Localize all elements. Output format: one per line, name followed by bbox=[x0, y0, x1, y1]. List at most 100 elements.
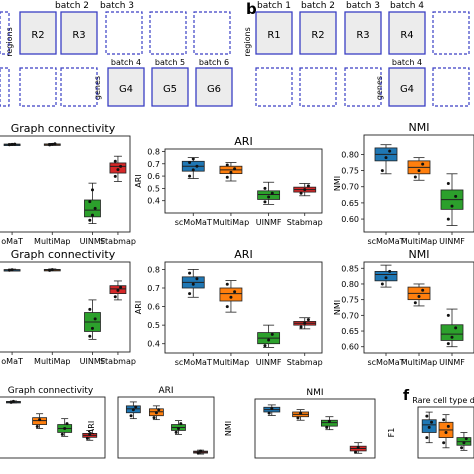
b-dashed-cell bbox=[344, 67, 382, 107]
plot-frame bbox=[0, 396, 106, 459]
data-point bbox=[88, 218, 92, 222]
a-cell-g6: G6 bbox=[207, 84, 221, 95]
data-point bbox=[7, 268, 11, 272]
data-point bbox=[225, 175, 229, 179]
chart-title: ARI bbox=[234, 135, 252, 148]
data-point bbox=[425, 436, 429, 440]
data-point bbox=[60, 432, 64, 436]
x-tick-label: Stabmap bbox=[100, 357, 136, 366]
x-tick-label: oMaT bbox=[1, 357, 23, 366]
data-point bbox=[303, 188, 307, 192]
data-point bbox=[50, 268, 54, 272]
y-tick-label: 0.60 bbox=[341, 343, 359, 352]
plot-frame bbox=[164, 261, 323, 354]
x-tick-label: UINMF bbox=[80, 357, 106, 366]
data-point bbox=[116, 168, 120, 172]
data-point bbox=[413, 301, 417, 305]
x-tick-label: scMoMaT bbox=[367, 358, 404, 367]
a-bottom-label-2: batch 6 bbox=[199, 58, 229, 67]
data-point bbox=[53, 142, 57, 146]
data-point bbox=[191, 168, 195, 172]
data-point bbox=[191, 282, 195, 286]
data-point bbox=[195, 277, 199, 281]
x-tick-label: MultiMap bbox=[213, 358, 249, 367]
data-point bbox=[233, 167, 237, 171]
data-point bbox=[154, 411, 158, 415]
data-point bbox=[270, 406, 274, 410]
b-cell-r1: R1 bbox=[267, 30, 280, 41]
y-axis-label: NMI bbox=[333, 300, 342, 315]
data-point bbox=[267, 411, 271, 415]
chart-title: Graph connectivity bbox=[11, 248, 116, 261]
data-point bbox=[10, 142, 14, 146]
a-solid-cell-r2 bbox=[19, 11, 57, 55]
data-point bbox=[380, 282, 384, 286]
data-point bbox=[356, 445, 360, 449]
data-point bbox=[306, 318, 310, 322]
b-top-label-0: batch 1 bbox=[257, 1, 291, 11]
data-point bbox=[116, 288, 120, 292]
b-solid-cell-r1 bbox=[255, 11, 293, 55]
y-axis-label: ARI bbox=[134, 301, 143, 314]
data-point bbox=[327, 419, 331, 423]
x-tick-label: scMoMaT bbox=[367, 237, 404, 246]
data-point bbox=[119, 164, 123, 168]
data-point bbox=[85, 436, 89, 440]
chart-title: NMI bbox=[306, 388, 323, 398]
y-tick-label: 0.65 bbox=[341, 199, 359, 208]
panel-b-letter: b bbox=[246, 0, 257, 18]
data-point bbox=[174, 430, 178, 434]
y-axis-label: NMI bbox=[224, 421, 233, 436]
chart-title: NMI bbox=[409, 248, 430, 261]
data-point bbox=[270, 332, 274, 336]
box-chart-6: Graph connectivity bbox=[0, 386, 106, 459]
a-dashed-cell bbox=[0, 67, 10, 107]
data-point bbox=[421, 162, 425, 166]
y-axis-label: F1 bbox=[387, 428, 396, 438]
data-point bbox=[48, 268, 52, 272]
x-tick-label: UINMF bbox=[256, 218, 282, 227]
b-side-label-regions: regions bbox=[243, 27, 252, 56]
x-tick-label: Stabmap bbox=[287, 358, 323, 367]
x-tick-label: MultiMap bbox=[401, 237, 437, 246]
box-chart-9: Rare cell type de F1 bbox=[387, 396, 474, 459]
x-tick-label: MultiMap bbox=[34, 357, 70, 366]
plot-frame bbox=[0, 261, 131, 353]
data-point bbox=[462, 441, 466, 445]
b-solid-cell-g4 bbox=[388, 67, 426, 107]
box-UINMF bbox=[257, 190, 281, 200]
data-point bbox=[299, 411, 303, 415]
x-tick-label: UINMF bbox=[256, 358, 282, 367]
data-point bbox=[380, 169, 384, 173]
data-point bbox=[325, 425, 329, 429]
data-point bbox=[129, 414, 133, 418]
data-point bbox=[9, 400, 13, 404]
data-point bbox=[267, 338, 271, 342]
data-point bbox=[417, 295, 421, 299]
panel-a-diagram: batch 2 batch 3 regions R2 R3 batch 4 ba… bbox=[0, 1, 233, 107]
data-point bbox=[10, 268, 14, 272]
data-point bbox=[196, 451, 200, 455]
a-bottom-label-0: batch 4 bbox=[111, 58, 141, 67]
data-point bbox=[267, 195, 271, 199]
a-dashed-cell bbox=[60, 67, 98, 107]
data-point bbox=[430, 420, 434, 424]
data-point bbox=[134, 405, 138, 409]
data-point bbox=[450, 335, 454, 339]
data-point bbox=[450, 204, 454, 208]
a-dashed-cell bbox=[19, 67, 57, 107]
data-point bbox=[50, 142, 54, 146]
data-point bbox=[88, 334, 92, 338]
a-top-label-0: batch 2 bbox=[55, 1, 89, 11]
box-chart-7: ARI ARI bbox=[87, 386, 215, 459]
x-tick-label: MultiMap bbox=[401, 358, 437, 367]
y-tick-label: 0.75 bbox=[341, 167, 359, 176]
data-point bbox=[88, 432, 92, 436]
data-point bbox=[442, 441, 446, 445]
b-dashed-cell bbox=[255, 67, 293, 107]
box-chart-3: Graph connectivity oMaT MultiMap UINMFStabm… bbox=[0, 248, 136, 366]
chart-title: Rare cell type de bbox=[412, 396, 474, 405]
data-point bbox=[270, 191, 274, 195]
data-point bbox=[263, 200, 267, 204]
a-cell-r3: R3 bbox=[72, 30, 85, 41]
